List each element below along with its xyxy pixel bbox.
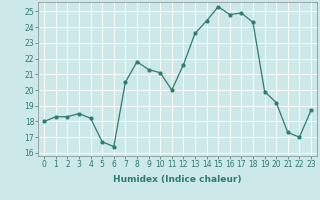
X-axis label: Humidex (Indice chaleur): Humidex (Indice chaleur) [113, 175, 242, 184]
